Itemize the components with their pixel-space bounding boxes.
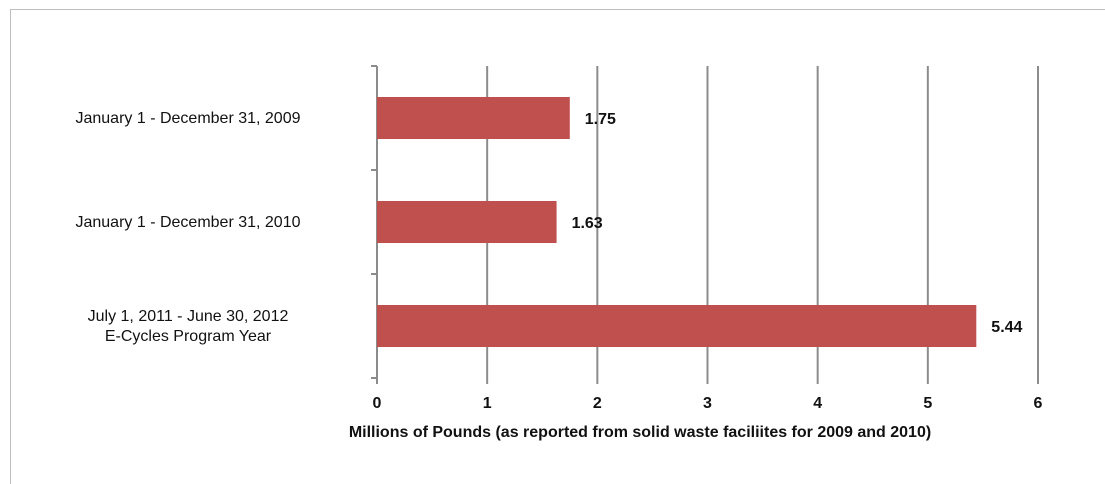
x-tick-label: 1: [483, 395, 492, 412]
chart-frame: [10, 9, 1105, 484]
category-label-line: January 1 - December 31, 2009: [75, 110, 300, 127]
category-label-line: January 1 - December 31, 2010: [75, 214, 300, 231]
data-label: 1.63: [572, 215, 603, 232]
category-label: July 1, 2011 - June 30, 2012 E-Cycles Pro…: [88, 308, 289, 345]
axes: [371, 65, 378, 384]
bars: [377, 97, 977, 347]
x-tick-label: 2: [593, 395, 602, 412]
labels: 0 1 2 3 4 5 6 1.75 January 1 - December 31, 2009…: [75, 110, 1042, 412]
category-label-line: E-Cycles Program Year: [105, 328, 272, 345]
x-axis-title: Millions of Pounds (as reported from sol…: [349, 424, 931, 441]
bar: [377, 305, 977, 347]
category-label: January 1 - December 31, 2009: [75, 110, 300, 127]
x-tick-label: 6: [1034, 395, 1043, 412]
x-tick-label: 4: [813, 395, 822, 412]
category-label: January 1 - December 31, 2010: [75, 214, 300, 231]
x-tick-label: 0: [373, 395, 382, 412]
x-tick-label: 5: [923, 395, 932, 412]
data-label: 5.44: [991, 319, 1022, 336]
x-tick-label: 3: [703, 395, 712, 412]
bar: [377, 201, 557, 243]
data-label: 1.75: [585, 111, 616, 128]
bar: [377, 97, 570, 139]
category-label-line: July 1, 2011 - June 30, 2012: [88, 308, 289, 325]
